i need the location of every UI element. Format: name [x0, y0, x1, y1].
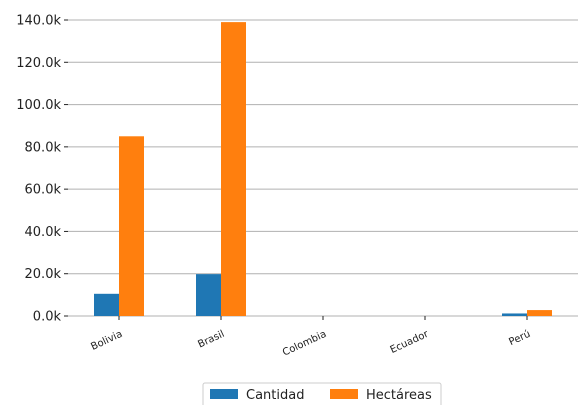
bar-cantidad-brasil [196, 274, 221, 316]
legend-label-cantidad: Cantidad [246, 388, 304, 403]
y-tick-label: 60.0k [25, 183, 62, 198]
y-tick-label: 40.0k [25, 225, 62, 240]
bar-cantidad-peru [502, 313, 527, 316]
y-tick-label: 80.0k [25, 140, 62, 155]
y-tick-label: 120.0k [16, 56, 61, 71]
bar-hectareas-bolivia [119, 136, 144, 316]
bar-hectareas-brasil [221, 22, 246, 316]
legend-label-hectareas: Hectáreas [366, 388, 432, 403]
y-tick-label: 20.0k [25, 267, 62, 282]
y-tick-label: 140.0k [16, 14, 61, 29]
legend-swatch-hectareas [330, 389, 358, 399]
x-tick-label: Colombia [281, 329, 328, 359]
bar-cantidad-bolivia [94, 293, 119, 316]
legend: Cantidad Hectáreas [202, 382, 442, 405]
gridlines [68, 19, 578, 317]
x-tick-label: Ecuador [389, 328, 431, 356]
y-tick-label: 0.0k [33, 310, 62, 325]
x-axis-ticks: Bolivia Brasil Colombia Ecuador Perú [89, 316, 532, 359]
legend-swatch-cantidad [210, 389, 238, 399]
x-tick-label: Brasil [196, 329, 226, 351]
bars [94, 22, 552, 316]
legend-frame [202, 382, 442, 405]
bar-hectareas-peru [527, 310, 552, 316]
y-axis-ticks: 0.0k 20.0k 40.0k 60.0k 80.0k 100.0k 120.0k 140.… [16, 14, 68, 325]
x-tick-label: Perú [507, 328, 532, 348]
y-tick-label: 100.0k [16, 98, 61, 113]
x-tick-label: Bolivia [89, 329, 124, 353]
